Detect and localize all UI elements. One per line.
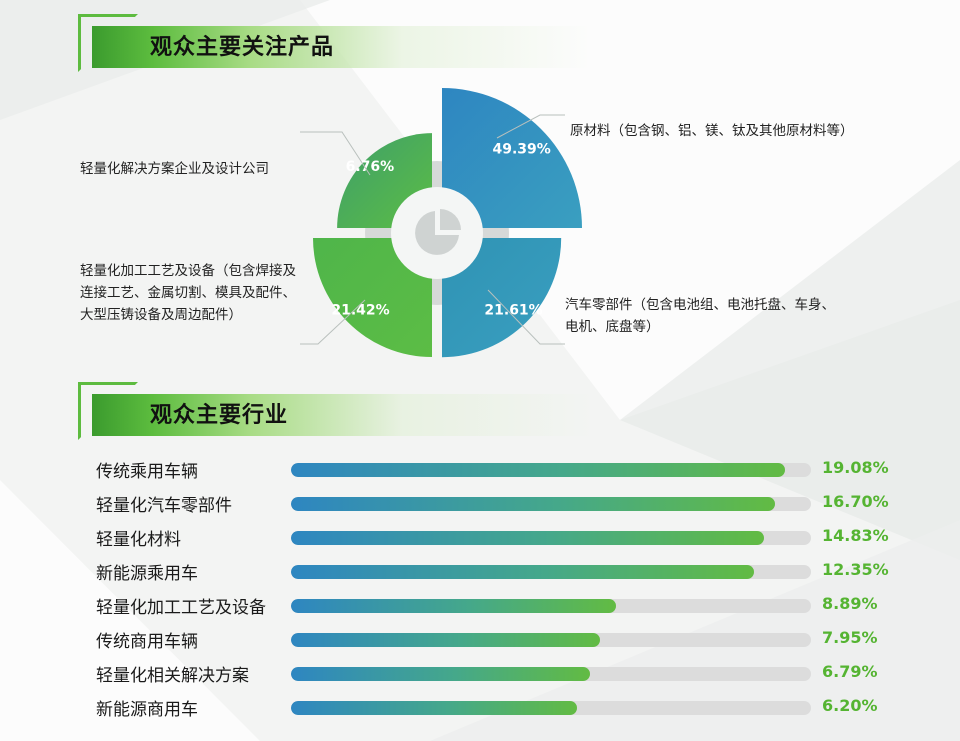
bar-fill: [291, 667, 590, 681]
pie-label-raw-materials: 原材料（包含钢、铝、镁、钛及其他原材料等）: [570, 120, 854, 142]
pie-leader-line: [496, 114, 565, 139]
bar-value-label: 6.79%: [822, 662, 878, 681]
bar-fill: [291, 599, 616, 613]
pie-slice: [442, 88, 582, 228]
pie-value-label: 21.42%: [331, 302, 389, 318]
pie-label-processing-equipment: 轻量化加工工艺及设备（包含焊接及 连接工艺、金属切割、模具及配件、 大型压铸设备…: [80, 260, 296, 326]
bar-row: 轻量化加工工艺及设备 8.89%: [0, 591, 960, 621]
bar-category-label: 轻量化材料: [96, 530, 181, 550]
bar-row: 传统乘用车辆 19.08%: [0, 455, 960, 485]
bar-fill: [291, 633, 601, 647]
bar-category-label: 新能源商用车: [96, 700, 198, 720]
section-header-industries: 观众主要行业: [78, 382, 638, 444]
bar-track: [291, 633, 811, 647]
section-title-industries: 观众主要行业: [150, 403, 289, 428]
bar-row: 传统商用车辆 7.95%: [0, 625, 960, 655]
bar-value-label: 8.89%: [822, 594, 878, 613]
pie-slice: [442, 238, 562, 358]
pie-slice: [313, 238, 432, 357]
bar-category-label: 轻量化加工工艺及设备: [96, 598, 266, 618]
bar-value-label: 16.70%: [822, 492, 889, 511]
bar-value-label: 6.20%: [822, 696, 878, 715]
bar-value-label: 7.95%: [822, 628, 878, 647]
pie-label-line: 原材料（包含钢、铝、镁、钛及其他原材料等）: [570, 123, 854, 139]
bar-row: 新能源商用车 6.20%: [0, 693, 960, 723]
bar-value-label: 12.35%: [822, 560, 889, 579]
bar-category-label: 传统乘用车辆: [96, 462, 198, 482]
bar-fill: [291, 701, 577, 715]
section-title-products: 观众主要关注产品: [150, 35, 335, 60]
bar-track: [291, 463, 811, 477]
bar-row: 轻量化相关解决方案 6.79%: [0, 659, 960, 689]
header-band-decoration: [92, 394, 592, 436]
bar-row: 轻量化汽车零部件 16.70%: [0, 489, 960, 519]
bar-fill: [291, 565, 754, 579]
header-frame-decoration: [78, 382, 138, 440]
pie-leader-line: [487, 289, 565, 345]
pie-label-line: 连接工艺、金属切割、模具及配件、: [80, 285, 296, 301]
pie-value-label: 21.61%: [484, 303, 542, 319]
bar-fill: [291, 497, 775, 511]
bar-fill: [291, 463, 785, 477]
bar-value-label: 14.83%: [822, 526, 889, 545]
bar-value-label: 19.08%: [822, 458, 889, 477]
header-frame-decoration: [78, 14, 138, 72]
pie-label-line: 汽车零部件（包含电池组、电池托盘、车身、: [565, 297, 835, 313]
pie-value-label: 6.76%: [346, 159, 395, 175]
bar-fill: [291, 531, 765, 545]
pie-label-line: 电机、底盘等）: [565, 319, 660, 335]
bar-track: [291, 701, 811, 715]
bar-category-label: 传统商用车辆: [96, 632, 198, 652]
pie-label-line: 轻量化解决方案企业及设计公司: [80, 161, 269, 177]
pie-label-line: 轻量化加工工艺及设备（包含焊接及: [80, 263, 296, 279]
pie-label-line: 大型压铸设备及周边配件）: [80, 307, 242, 323]
pie-center-disc: [391, 187, 483, 279]
pie-value-label: 49.39%: [492, 141, 550, 157]
pie-leader-line: [300, 131, 371, 176]
bar-track: [291, 599, 811, 613]
bar-category-label: 新能源乘用车: [96, 564, 198, 584]
bar-track: [291, 667, 811, 681]
bar-track: [291, 531, 811, 545]
header-band-decoration: [92, 26, 592, 68]
bar-row: 新能源乘用车 12.35%: [0, 557, 960, 587]
pie-label-solutions: 轻量化解决方案企业及设计公司: [80, 158, 269, 180]
section-header-products: 观众主要关注产品: [78, 14, 638, 76]
bar-track: [291, 565, 811, 579]
bar-category-label: 轻量化汽车零部件: [96, 496, 232, 516]
pie-chart-icon: [415, 209, 461, 255]
bar-track: [291, 497, 811, 511]
bar-category-label: 轻量化相关解决方案: [96, 666, 249, 686]
pie-label-auto-parts: 汽车零部件（包含电池组、电池托盘、车身、 电机、底盘等）: [565, 294, 835, 338]
bar-row: 轻量化材料 14.83%: [0, 523, 960, 553]
pie-leader-line: [300, 299, 366, 345]
